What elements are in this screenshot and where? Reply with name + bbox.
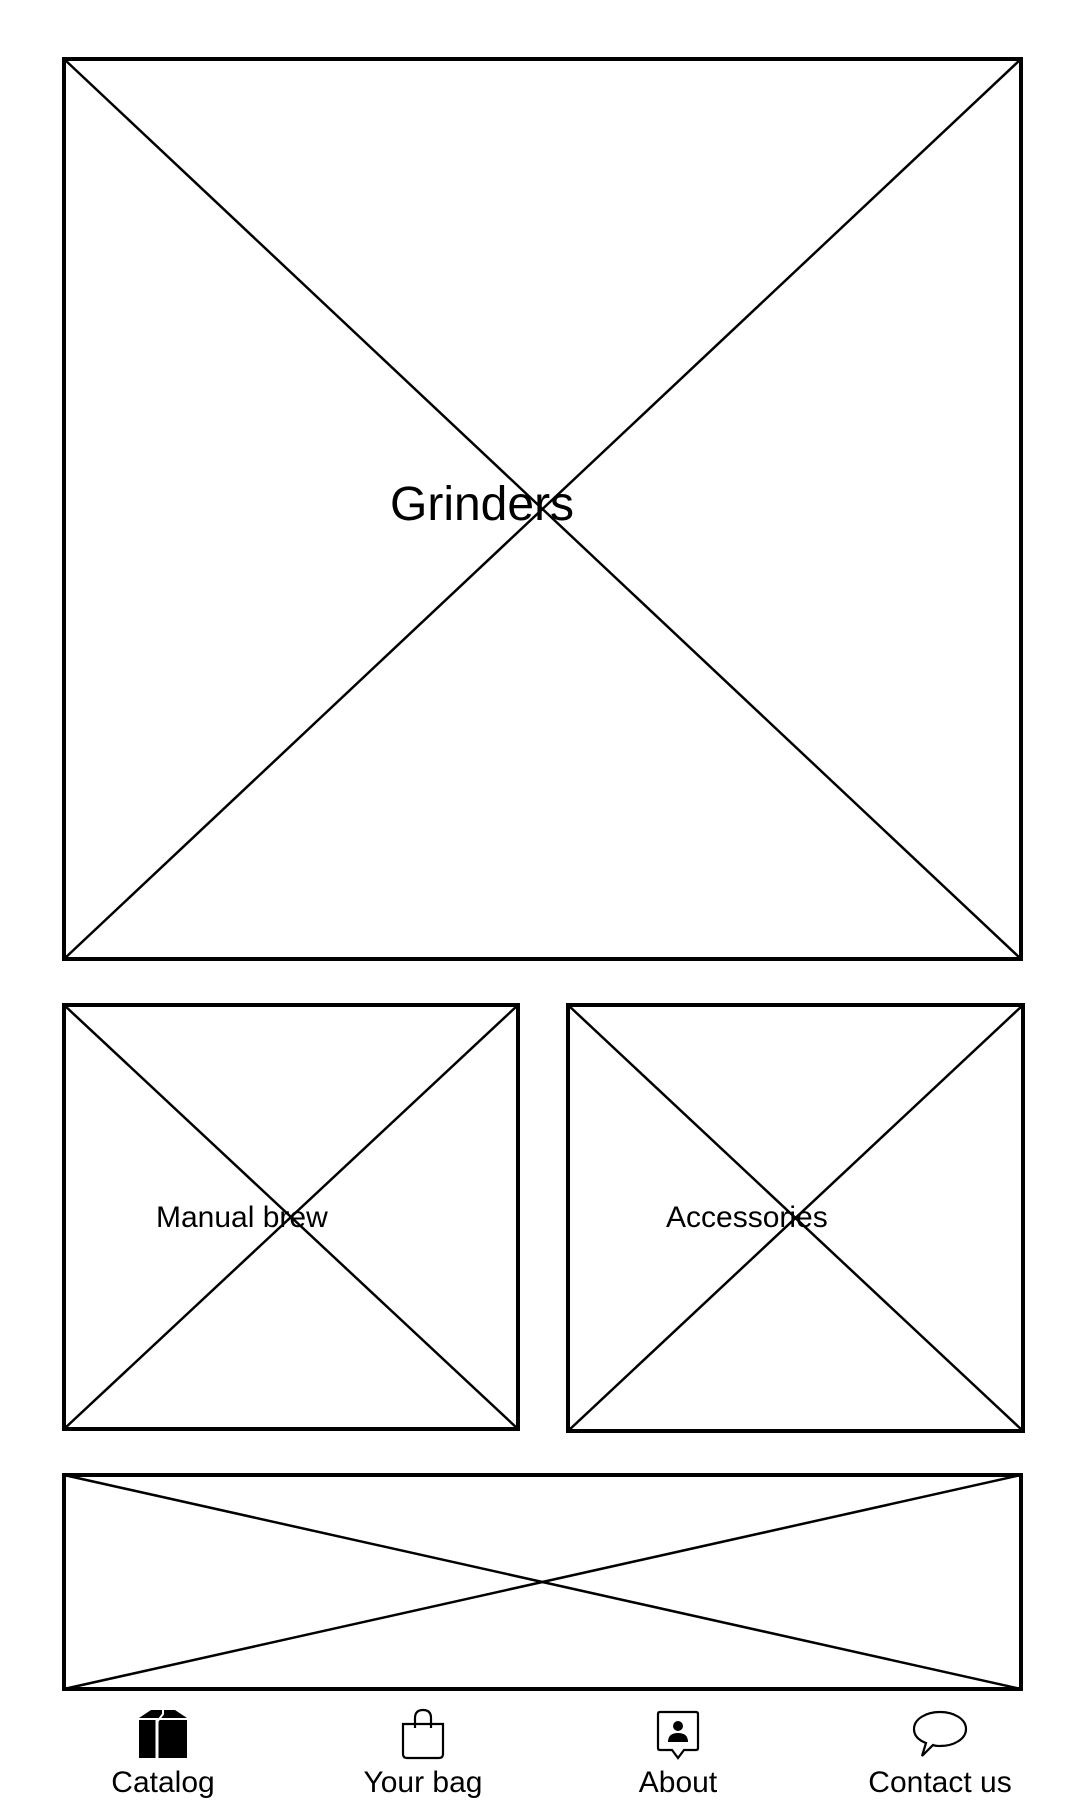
nav-item-catalog[interactable]: Catalog <box>43 1700 283 1800</box>
nav-item-about[interactable]: About <box>558 1700 798 1800</box>
category-label-accessories: Accessories <box>666 1201 828 1234</box>
image-placeholder <box>62 1473 1023 1691</box>
image-placeholder <box>62 57 1023 961</box>
nav-item-contact-us[interactable]: Contact us <box>820 1700 1060 1800</box>
bottom-navigation: Catalog Your bag About Contact us <box>0 1700 1080 1800</box>
nav-label-your-bag: Your bag <box>363 1766 483 1799</box>
category-label-manual-brew: Manual brew <box>156 1201 328 1234</box>
person-badge-icon <box>646 1708 710 1760</box>
nav-item-your-bag[interactable]: Your bag <box>303 1700 543 1800</box>
image-placeholder <box>62 1003 520 1431</box>
category-label-grinders: Grinders <box>390 478 575 531</box>
category-tile-grinders[interactable]: Grinders <box>62 57 1023 961</box>
promo-banner[interactable] <box>62 1473 1023 1691</box>
nav-label-contact-us: Contact us <box>868 1766 1012 1799</box>
speech-bubble-icon <box>908 1708 972 1760</box>
category-tile-manual-brew[interactable]: Manual brew <box>62 1003 520 1431</box>
box-icon <box>131 1708 195 1760</box>
nav-label-catalog: Catalog <box>111 1766 215 1799</box>
nav-label-about: About <box>638 1766 718 1799</box>
image-placeholder <box>566 1003 1025 1433</box>
shopping-bag-icon <box>391 1708 455 1760</box>
category-tile-accessories[interactable]: Accessories <box>566 1003 1025 1433</box>
